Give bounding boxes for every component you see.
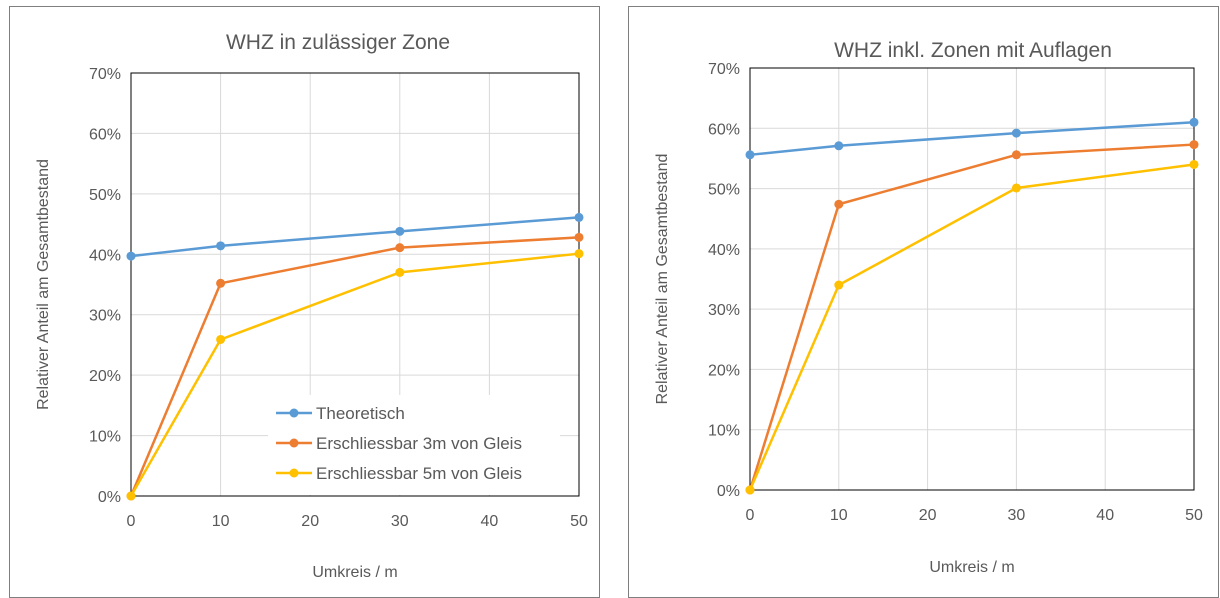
y-tick-label: 60%: [89, 126, 121, 143]
y-tick-label: 40%: [708, 242, 740, 259]
y-tick-label: 30%: [89, 308, 121, 325]
data-point-theoretisch: [216, 241, 226, 251]
data-point-erschliessbar-5m-von-gleis: [1011, 183, 1021, 193]
x-tick-label: 0: [127, 513, 136, 530]
legend-box: [268, 395, 560, 495]
data-point-erschliessbar-3m-von-gleis: [1189, 140, 1199, 150]
y-tick-label: 60%: [708, 121, 740, 138]
legend-marker-erschliessbar-3m-von-gleis: [289, 438, 299, 448]
y-axis-label: Relativer Anteil am Gesamtbestand: [35, 159, 52, 410]
data-point-theoretisch: [126, 251, 136, 261]
y-tick-label: 70%: [89, 66, 121, 83]
legend-marker-theoretisch: [289, 408, 299, 418]
y-tick-label: 50%: [89, 187, 121, 204]
data-point-erschliessbar-3m-von-gleis: [834, 199, 844, 209]
series-line-erschliessbar-3m-von-gleis: [129, 236, 580, 497]
data-point-theoretisch: [834, 141, 844, 151]
x-tick-label: 0: [746, 507, 755, 524]
data-point-theoretisch: [1189, 117, 1199, 127]
data-point-erschliessbar-5m-von-gleis: [1189, 159, 1199, 169]
x-tick-label: 10: [212, 513, 230, 530]
y-tick-label: 0%: [98, 489, 121, 506]
x-tick-label: 40: [1096, 507, 1114, 524]
series-line-erschliessbar-5m-von-gleis: [129, 252, 580, 497]
y-axis-label: Relativer Anteil am Gesamtbestand: [654, 154, 671, 405]
y-tick-label: 20%: [708, 362, 740, 379]
data-point-erschliessbar-3m-von-gleis: [1011, 150, 1021, 160]
x-axis-label: Umkreis / m: [312, 564, 397, 581]
legend-marker-erschliessbar-5m-von-gleis: [289, 468, 299, 478]
x-tick-label: 30: [1008, 507, 1026, 524]
y-tick-label: 40%: [89, 247, 121, 264]
chart-title: WHZ inkl. Zonen mit Auflagen: [834, 39, 1112, 62]
chart-title: WHZ in zulässiger Zone: [226, 31, 450, 54]
y-tick-label: 10%: [89, 429, 121, 446]
y-tick-label: 10%: [708, 423, 740, 440]
y-tick-label: 30%: [708, 302, 740, 319]
data-point-erschliessbar-5m-von-gleis: [834, 280, 844, 290]
chart-right-svg: WHZ inkl. Zonen mit Auflagen 0% 10% 20% 30% 4…: [654, 39, 1203, 576]
y-tick-label: 50%: [708, 182, 740, 199]
x-tick-label: 10: [830, 507, 848, 524]
data-point-theoretisch: [745, 150, 755, 160]
series-line-theoretisch: [130, 216, 580, 258]
data-point-erschliessbar-3m-von-gleis: [395, 243, 405, 253]
data-point-erschliessbar-3m-von-gleis: [216, 278, 226, 288]
x-tick-label: 20: [919, 507, 937, 524]
y-tick-label: 20%: [89, 368, 121, 385]
chart-left-svg: WHZ in zulässiger Zone 0% 10% 20% 30% 40% 50% 6…: [35, 31, 588, 581]
plot-frame: [749, 67, 1195, 491]
x-tick-label: 20: [301, 513, 319, 530]
data-point-erschliessbar-5m-von-gleis: [126, 491, 136, 501]
data-point-erschliessbar-5m-von-gleis: [216, 334, 226, 344]
y-tick-label: 0%: [717, 483, 740, 500]
series-line-erschliessbar-3m-von-gleis: [748, 143, 1195, 491]
data-point-theoretisch: [574, 212, 584, 222]
x-tick-label: 40: [481, 513, 499, 530]
plot-frame: [130, 72, 580, 497]
legend-label: Erschliessbar 3m von Gleis: [316, 434, 522, 453]
data-point-theoretisch: [1011, 128, 1021, 138]
x-tick-label: 50: [1185, 507, 1203, 524]
legend-label: Theoretisch: [316, 404, 405, 423]
data-point-erschliessbar-5m-von-gleis: [574, 249, 584, 259]
x-tick-label: 50: [570, 513, 588, 530]
y-tick-label: 70%: [708, 61, 740, 78]
chart-right: WHZ inkl. Zonen mit Auflagen 0% 10% 20% 30% 4…: [628, 6, 1219, 598]
legend-label: Erschliessbar 5m von Gleis: [316, 464, 522, 483]
data-point-theoretisch: [395, 226, 405, 236]
x-axis-label: Umkreis / m: [929, 559, 1014, 576]
data-point-erschliessbar-3m-von-gleis: [574, 232, 584, 242]
x-tick-label: 30: [391, 513, 409, 530]
data-point-erschliessbar-5m-von-gleis: [395, 267, 405, 277]
data-point-erschliessbar-5m-von-gleis: [745, 485, 755, 495]
chart-left: WHZ in zulässiger Zone 0% 10% 20% 30% 40% 50% 6…: [9, 6, 600, 598]
series-line-erschliessbar-5m-von-gleis: [748, 163, 1195, 491]
series-line-theoretisch: [749, 121, 1195, 157]
